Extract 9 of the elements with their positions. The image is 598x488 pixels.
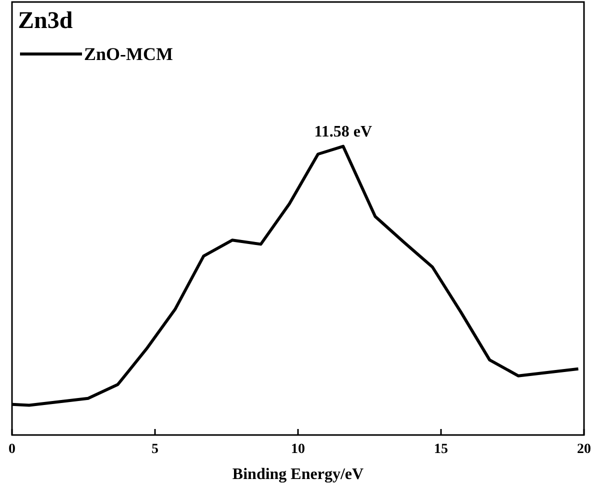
x-tick-label: 5	[152, 442, 158, 457]
x-axis-title: Binding Energy/eV	[232, 466, 364, 483]
x-tick-label: 15	[434, 442, 448, 457]
legend-label: ZnO-MCM	[84, 44, 173, 64]
x-tick-label: 0	[8, 442, 16, 457]
x-tick-label: 20	[577, 442, 591, 457]
annotation: 11.58 eV	[314, 123, 373, 140]
x-tick-label: 10	[291, 442, 305, 457]
chart-title: Zn3d	[18, 8, 74, 34]
